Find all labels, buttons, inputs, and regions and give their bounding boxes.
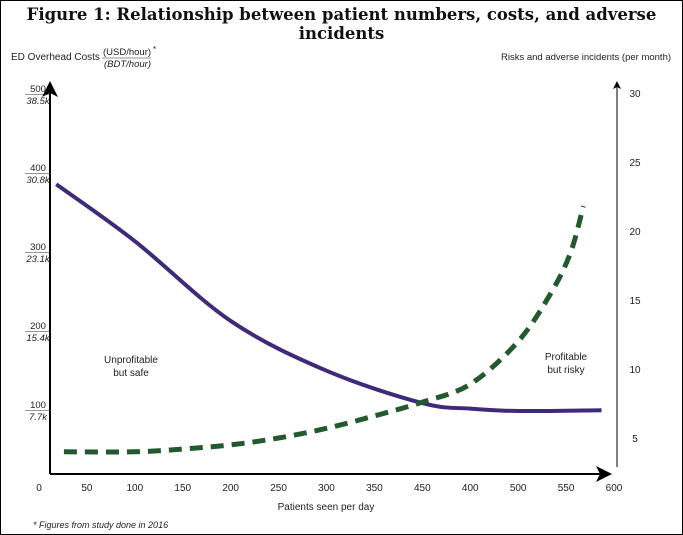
chart-title: Figure 1: Relationship between patient n… <box>26 5 657 43</box>
y-left-tick-usd: 400 <box>30 163 46 174</box>
risk-series-line <box>63 205 586 455</box>
annotation-right-line2: but risky <box>547 365 584 376</box>
y-right-tick-label: 10 <box>629 365 641 376</box>
y-left-label: ED Overhead Costs <box>11 52 100 63</box>
y-right-tick-label: 20 <box>629 227 641 238</box>
y-left-tick-usd: 100 <box>30 400 46 411</box>
x-tick-label: 500 <box>510 483 527 494</box>
annotation-right-line1: Profitable <box>545 352 588 363</box>
x-tick-label: 300 <box>318 483 335 494</box>
y-left-units-top: (USD/hour) <box>103 47 151 58</box>
x-tick-label: 600 <box>606 483 623 494</box>
x-tick-label: 450 <box>414 483 431 494</box>
y-left-tick-bdt: 15.4k <box>26 333 50 344</box>
x-tick-label: 0 <box>36 483 42 494</box>
x-axis-label: Patients seen per day <box>278 502 375 513</box>
y-left-tick-bdt: 7.7k <box>29 412 48 423</box>
y-left-units-bottom: (BDT/hour) <box>104 59 151 70</box>
x-tick-label: 350 <box>366 483 383 494</box>
y-left-tick-usd: 300 <box>30 242 46 253</box>
y-left-tick-bdt: 38.5k <box>26 96 50 107</box>
x-tick-label: 400 <box>462 483 479 494</box>
y-left-tick-usd: 500 <box>30 84 46 95</box>
footnote: * Figures from study done in 2016 <box>33 520 168 530</box>
y-left-tick-bdt: 23.1k <box>25 254 50 265</box>
annotation-left-line1: Unprofitable <box>104 355 158 366</box>
x-tick-label: 250 <box>270 483 287 494</box>
cost-series-line <box>55 182 602 414</box>
y-right-tick-label: 5 <box>632 434 638 445</box>
y-left-tick-usd: 200 <box>30 321 46 332</box>
annotation-left-line2: but safe <box>113 368 149 379</box>
x-tick-label: 200 <box>222 483 239 494</box>
y-right-tick-label: 30 <box>629 89 641 100</box>
x-tick-label: 150 <box>174 483 191 494</box>
x-tick-label: 50 <box>81 483 93 494</box>
y-right-tick-label: 15 <box>629 296 641 307</box>
x-tick-label: 550 <box>558 483 575 494</box>
y-left-tick-bdt: 30.8k <box>26 175 50 186</box>
y-left-asterisk: * <box>153 45 156 54</box>
x-tick-label: 100 <box>126 483 143 494</box>
y-right-label: Risks and adverse incidents (per month) <box>501 52 671 63</box>
y-right-tick-label: 25 <box>629 158 641 169</box>
